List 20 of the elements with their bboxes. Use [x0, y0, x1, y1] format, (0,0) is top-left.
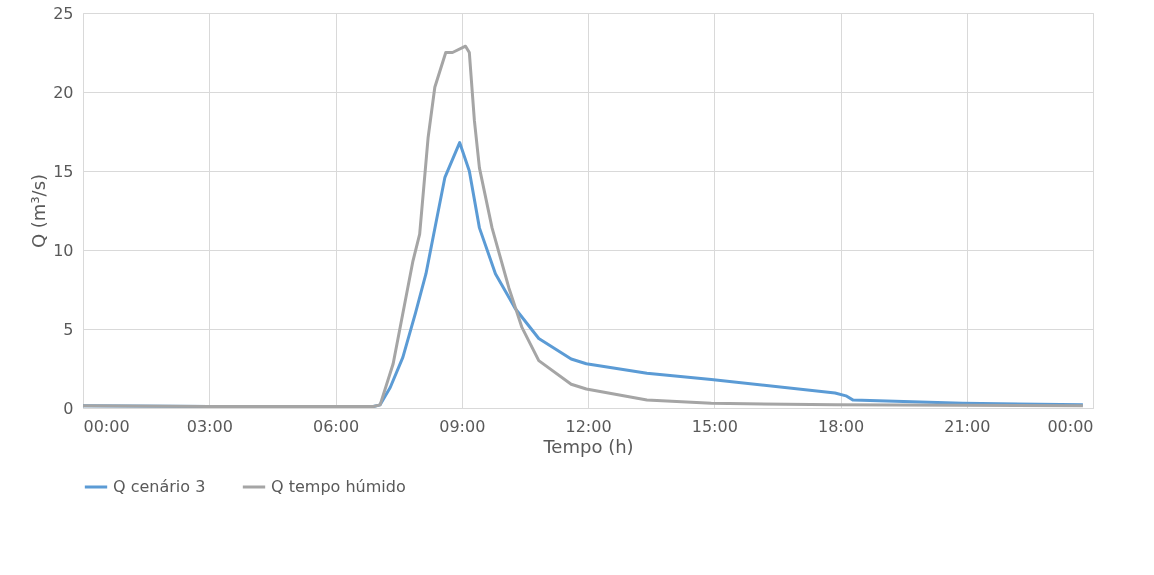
x-tick-label: 00:00	[83, 416, 130, 436]
x-tick-label: 09:00	[439, 416, 486, 436]
y-tick-label: 5	[63, 319, 74, 339]
y-axis-title: Q (m³/s)	[28, 173, 50, 249]
legend-label: Q tempo húmido	[271, 477, 406, 496]
x-axis-title: Tempo (h)	[542, 435, 634, 457]
x-tick-label: 12:00	[565, 416, 612, 436]
legend-label: Q cenário 3	[113, 477, 206, 496]
x-tick-label: 00:00	[1047, 416, 1094, 436]
y-tick-label: 0	[63, 398, 74, 418]
x-tick-label: 18:00	[817, 416, 865, 436]
y-tick-label: 25	[53, 3, 74, 23]
y-tick-label: 20	[53, 82, 74, 102]
line-series	[81, 44, 1085, 408]
x-tick-label: 21:00	[944, 416, 991, 436]
x-tick-label: 15:00	[691, 416, 738, 436]
x-tick-label: 06:00	[312, 416, 360, 436]
y-tick-label: 10	[53, 240, 74, 260]
y-tick-label: 15	[53, 161, 74, 181]
x-tick-label: 03:00	[186, 416, 233, 436]
